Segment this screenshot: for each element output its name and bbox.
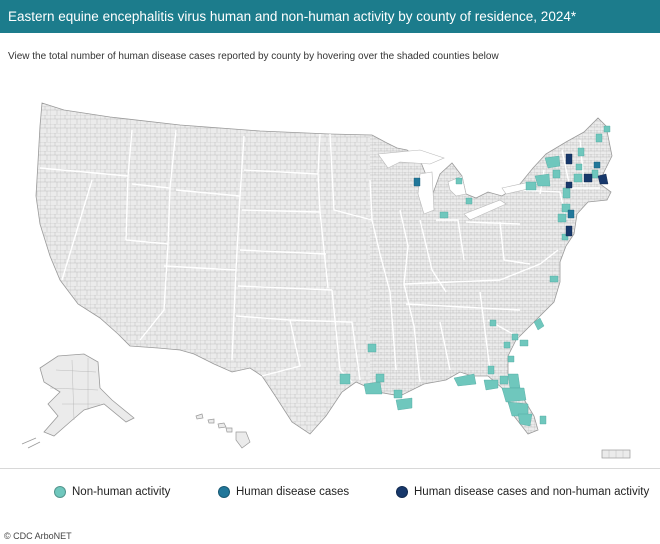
county-shaded	[395, 397, 413, 411]
county-shaded	[453, 373, 477, 387]
county-shaded	[465, 197, 473, 205]
county-shaded	[565, 153, 573, 165]
legend-label-both: Human disease cases and non-human activi…	[414, 486, 650, 498]
county-shaded	[483, 379, 499, 391]
county-shaded	[517, 413, 533, 427]
county-shaded	[567, 209, 575, 219]
county-shaded	[339, 373, 351, 385]
county-shaded	[501, 387, 527, 403]
hawaii	[195, 413, 251, 449]
county-shaded	[439, 211, 449, 219]
county-shaded	[503, 341, 511, 349]
human-and-non-human-counties	[565, 153, 609, 237]
chart-title: Eastern equine encephalitis virus human …	[8, 9, 577, 24]
map-instructions: View the total number of human disease c…	[8, 51, 499, 62]
county-shaded	[562, 187, 571, 199]
county-shaded	[539, 415, 547, 425]
human-case-counties	[413, 161, 601, 219]
legend-item-both[interactable]: Human disease cases and non-human activi…	[396, 480, 649, 504]
map-legend: Non-human activity Human disease cases H…	[0, 480, 660, 504]
county-shaded	[557, 213, 567, 223]
county-shaded	[595, 133, 603, 143]
non-human-activity-counties	[339, 125, 611, 427]
county-shaded	[489, 319, 497, 327]
county-shaded	[573, 173, 583, 183]
county-shaded	[565, 225, 573, 237]
legend-divider	[0, 468, 660, 469]
legend-item-non-human[interactable]: Non-human activity	[54, 480, 170, 504]
county-shaded	[552, 169, 561, 179]
great-lakes	[377, 149, 533, 221]
county-shaded	[534, 173, 551, 187]
county-shaded	[487, 365, 495, 375]
us-county-map-svg	[21, 102, 631, 459]
county-shaded	[549, 275, 559, 283]
county-shaded	[603, 125, 611, 133]
lake-michigan	[417, 171, 435, 215]
county-shaded	[525, 181, 537, 191]
county-shaded	[583, 173, 593, 183]
county-shaded	[591, 169, 599, 179]
source-credit: © CDC ArboNET	[4, 531, 72, 541]
legend-label-non-human: Non-human activity	[72, 486, 171, 498]
legend-item-human[interactable]: Human disease cases	[218, 480, 349, 504]
lake-erie	[463, 199, 507, 221]
legend-swatch-human	[218, 486, 230, 498]
county-shaded	[597, 173, 609, 185]
legend-swatch-non-human	[54, 486, 66, 498]
county-shaded	[577, 147, 585, 157]
us-county-map	[0, 70, 660, 465]
contiguous-us	[35, 102, 613, 435]
county-shaded	[507, 355, 515, 363]
county-shaded	[363, 381, 383, 395]
puerto-rico	[601, 449, 631, 459]
county-shaded	[533, 317, 545, 331]
county-shaded	[507, 373, 521, 389]
county-shaded	[593, 161, 601, 169]
legend-label-human: Human disease cases	[236, 486, 350, 498]
county-shaded	[511, 333, 519, 341]
county-shaded	[367, 343, 377, 353]
county-shaded	[455, 177, 463, 185]
lake-superior	[377, 149, 445, 169]
county-shaded	[499, 375, 509, 385]
county-shaded	[413, 177, 421, 187]
county-shaded	[575, 163, 583, 171]
chart-title-bar: Eastern equine encephalitis virus human …	[0, 0, 660, 33]
county-shaded	[544, 155, 561, 169]
county-shaded	[393, 389, 403, 399]
legend-swatch-both	[396, 486, 408, 498]
county-shaded	[375, 373, 385, 383]
county-shaded	[519, 339, 529, 347]
county-shaded	[565, 181, 573, 189]
alaska	[21, 353, 135, 449]
